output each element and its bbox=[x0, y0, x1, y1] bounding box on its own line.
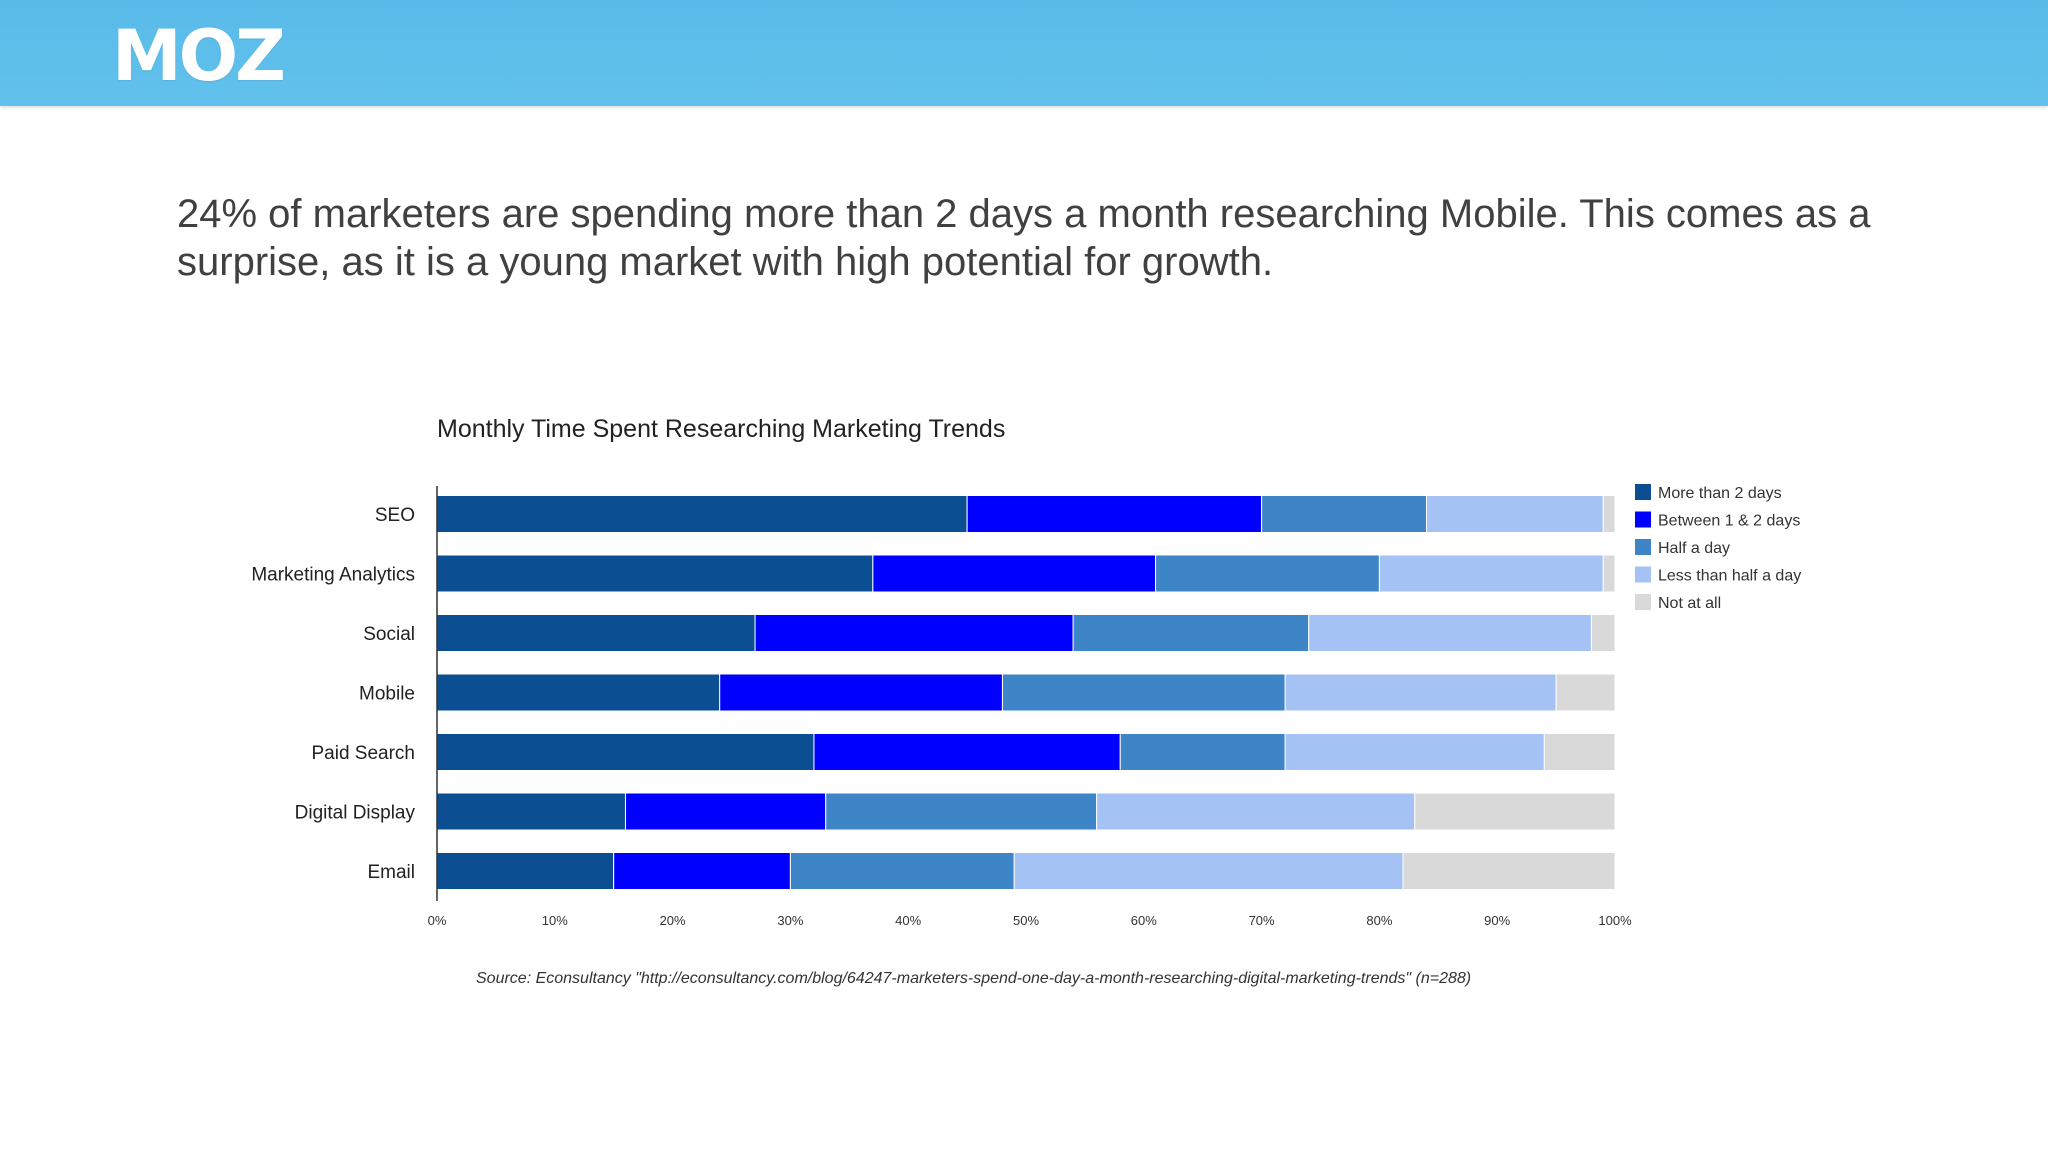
header-bar: MOZ bbox=[0, 0, 2048, 106]
legend-label: Between 1 & 2 days bbox=[1658, 513, 1800, 530]
bar-segment bbox=[436, 852, 615, 890]
category-label: Paid Search bbox=[311, 743, 415, 764]
moz-logo: MOZ bbox=[112, 15, 286, 97]
bar-segment bbox=[1013, 852, 1404, 890]
bar-segment bbox=[1284, 673, 1557, 712]
category-label: Marketing Analytics bbox=[251, 565, 415, 586]
x-tick-label: 100% bbox=[1598, 913, 1632, 928]
x-tick-label: 0% bbox=[428, 913, 447, 928]
bar-segment bbox=[1378, 554, 1604, 593]
bar-segment bbox=[1414, 792, 1616, 831]
bar-segment bbox=[436, 733, 815, 771]
category-label: SEO bbox=[375, 505, 415, 526]
x-tick-label: 70% bbox=[1249, 913, 1275, 928]
legend: More than 2 days Between 1 & 2 days Half a… bbox=[1635, 484, 1801, 612]
bar-segment bbox=[872, 554, 1157, 593]
bar-segment bbox=[1402, 852, 1616, 890]
category-labels: SEO Marketing Analytics Social Mobile Paid S… bbox=[251, 505, 415, 883]
x-tick-label: 30% bbox=[777, 913, 803, 928]
bar-segment bbox=[1426, 495, 1604, 533]
x-tick-label: 10% bbox=[542, 913, 568, 928]
bar-segment bbox=[1119, 733, 1286, 771]
bar-segment bbox=[436, 495, 968, 533]
x-tick-label: 80% bbox=[1366, 913, 1392, 928]
headline-text: 24% of marketers are spending more than … bbox=[177, 192, 1871, 284]
bar-segment bbox=[1072, 614, 1310, 652]
legend-swatch bbox=[1635, 539, 1651, 555]
source-text: Source: Econsultancy "http://econsultanc… bbox=[476, 970, 1472, 987]
bar-segment bbox=[1543, 733, 1616, 771]
category-label: Digital Display bbox=[295, 803, 416, 824]
bar-segment bbox=[966, 495, 1263, 533]
bar-segment bbox=[1001, 673, 1286, 712]
bar-segment bbox=[436, 673, 721, 712]
bar-segment bbox=[719, 673, 1003, 712]
bar-segment bbox=[436, 614, 756, 652]
bar-segment bbox=[789, 852, 1015, 890]
bar-segment bbox=[813, 733, 1121, 771]
category-label: Mobile bbox=[359, 684, 415, 705]
x-tick-label: 60% bbox=[1131, 913, 1157, 928]
bar-segment bbox=[1261, 495, 1428, 533]
legend-swatch bbox=[1635, 511, 1651, 528]
legend-label: Less than half a day bbox=[1658, 568, 1801, 585]
legend-swatch bbox=[1635, 594, 1651, 610]
legend-label: Half a day bbox=[1658, 540, 1730, 557]
bar-segment bbox=[624, 792, 827, 831]
x-axis-ticks: 0% 10% 20% 30% 40% 50% 60% 70% 80% 90% 100% bbox=[428, 913, 1632, 928]
bar-segment bbox=[1602, 495, 1616, 533]
legend-swatch bbox=[1635, 566, 1651, 583]
category-label: Email bbox=[367, 862, 415, 883]
bar-segment bbox=[1555, 673, 1616, 712]
chart-title: Monthly Time Spent Researching Marketing… bbox=[437, 415, 1005, 443]
bar-segment bbox=[436, 792, 626, 831]
bar-segment bbox=[1308, 614, 1592, 652]
bar-segment bbox=[436, 554, 874, 593]
category-label: Social bbox=[363, 624, 415, 645]
bar-segment bbox=[1590, 614, 1616, 652]
legend-label: Not at all bbox=[1658, 595, 1721, 612]
x-tick-label: 90% bbox=[1484, 913, 1510, 928]
x-tick-label: 40% bbox=[895, 913, 921, 928]
bar-segment bbox=[825, 792, 1098, 831]
bar-segment bbox=[1602, 554, 1616, 593]
bar-segment bbox=[613, 852, 791, 890]
bar-segment bbox=[1096, 792, 1416, 831]
x-tick-label: 20% bbox=[660, 913, 686, 928]
legend-label: More than 2 days bbox=[1658, 485, 1782, 502]
legend-swatch bbox=[1635, 484, 1651, 500]
bar-segment bbox=[754, 614, 1074, 652]
bar-segment bbox=[1155, 554, 1380, 593]
bars-group bbox=[436, 495, 1616, 890]
bar-segment bbox=[1284, 733, 1545, 771]
x-tick-label: 50% bbox=[1013, 913, 1039, 928]
